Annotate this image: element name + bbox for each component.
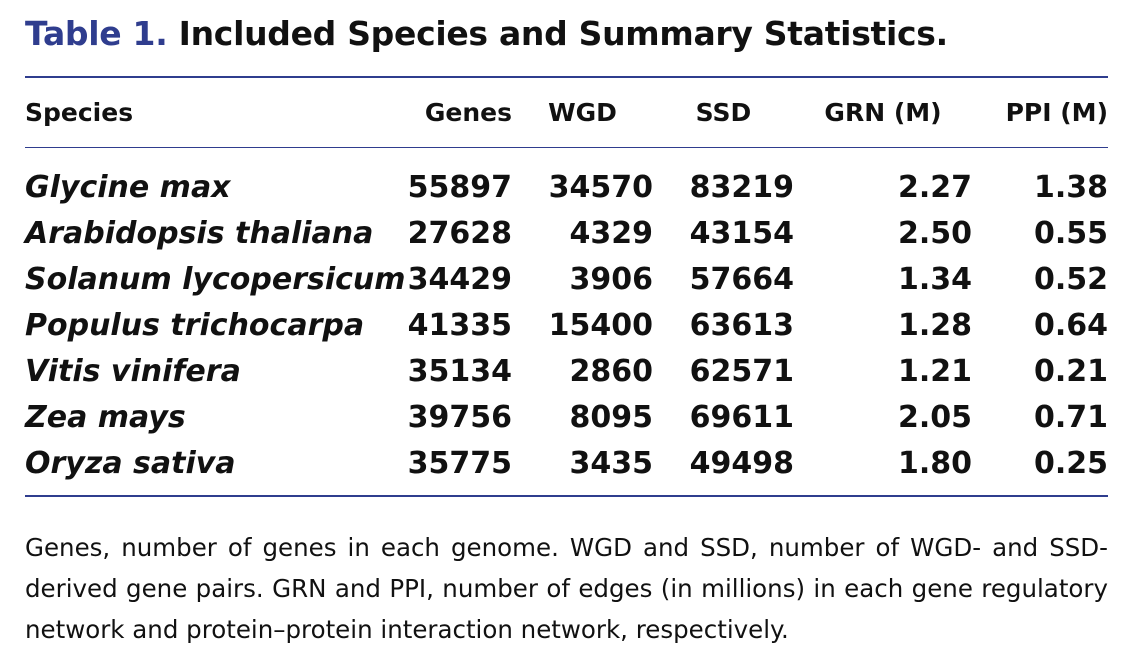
- table-label: Table 1.: [25, 14, 168, 53]
- cell-species: Populus trichocarpa: [25, 307, 365, 343]
- bottom-rule: [25, 495, 1108, 497]
- column-header-ssd: SSD: [695, 98, 752, 127]
- cell-ssd: 69611: [689, 399, 794, 435]
- cell-wgd: 2860: [569, 353, 654, 389]
- table-row: Oryza sativa 35775 3435 49498 1.80 0.25: [25, 440, 1108, 486]
- cell-grn: 2.50: [897, 215, 972, 251]
- cell-genes: 41335: [407, 307, 512, 343]
- cell-species: Solanum lycopersicum: [25, 261, 406, 297]
- cell-wgd: 4329: [569, 215, 654, 251]
- table-row: Zea mays 39756 8095 69611 2.05 0.71: [25, 394, 1108, 440]
- cell-wgd: 34570: [548, 169, 653, 205]
- column-header-genes: Genes: [424, 98, 512, 127]
- cell-ssd: 49498: [689, 445, 794, 481]
- cell-wgd: 3435: [569, 445, 654, 481]
- cell-ssd: 63613: [689, 307, 794, 343]
- cell-ppi: 0.21: [1033, 353, 1108, 389]
- cell-wgd: 8095: [569, 399, 654, 435]
- cell-grn: 1.28: [897, 307, 972, 343]
- summary-table: Species Genes WGD SSD GRN (M) PPI (M) Gl…: [25, 98, 1108, 486]
- table-title: Included Species and Summary Statistics.: [178, 14, 949, 53]
- table-caption: Table 1. Included Species and Summary St…: [25, 14, 948, 53]
- table-row: Arabidopsis thaliana 27628 4329 43154 2.…: [25, 210, 1108, 256]
- table-row: Vitis vinifera 35134 2860 62571 1.21 0.2…: [25, 348, 1108, 394]
- cell-genes: 55897: [407, 169, 512, 205]
- cell-species: Arabidopsis thaliana: [25, 215, 374, 251]
- cell-ssd: 83219: [689, 169, 794, 205]
- header-rule: [25, 147, 1108, 148]
- cell-ppi: 0.55: [1033, 215, 1108, 251]
- column-header-wgd: WGD: [548, 98, 617, 127]
- column-header-grn: GRN (M): [824, 98, 942, 127]
- cell-genes: 34429: [407, 261, 512, 297]
- column-header-ppi: PPI (M): [1005, 98, 1108, 127]
- cell-genes: 35775: [407, 445, 512, 481]
- cell-grn: 2.05: [897, 399, 972, 435]
- cell-grn: 2.27: [897, 169, 972, 205]
- cell-grn: 1.80: [897, 445, 972, 481]
- cell-genes: 39756: [407, 399, 512, 435]
- cell-ppi: 0.71: [1033, 399, 1108, 435]
- cell-ssd: 57664: [689, 261, 794, 297]
- cell-ppi: 1.38: [1033, 169, 1108, 205]
- table-row: Solanum lycopersicum 34429 3906 57664 1.…: [25, 256, 1108, 302]
- cell-ppi: 0.64: [1033, 307, 1108, 343]
- table-footnote: Genes, number of genes in each genome. W…: [25, 533, 1108, 644]
- table-header-row: Species Genes WGD SSD GRN (M) PPI (M): [25, 98, 1108, 142]
- cell-genes: 35134: [407, 353, 512, 389]
- table-row: Glycine max 55897 34570 83219 2.27 1.38: [25, 142, 1108, 210]
- cell-species: Oryza sativa: [25, 445, 236, 481]
- cell-species: Glycine max: [25, 169, 231, 205]
- cell-genes: 27628: [407, 215, 512, 251]
- cell-species: Vitis vinifera: [25, 353, 241, 389]
- cell-wgd: 3906: [569, 261, 654, 297]
- cell-ssd: 43154: [689, 215, 794, 251]
- column-header-species: Species: [25, 98, 134, 127]
- cell-ppi: 0.25: [1033, 445, 1108, 481]
- cell-grn: 1.21: [897, 353, 972, 389]
- cell-wgd: 15400: [548, 307, 653, 343]
- cell-species: Zea mays: [25, 399, 186, 435]
- top-rule: [25, 76, 1108, 78]
- cell-ppi: 0.52: [1033, 261, 1108, 297]
- cell-ssd: 62571: [689, 353, 794, 389]
- cell-grn: 1.34: [897, 261, 972, 297]
- table-row: Populus trichocarpa 41335 15400 63613 1.…: [25, 302, 1108, 348]
